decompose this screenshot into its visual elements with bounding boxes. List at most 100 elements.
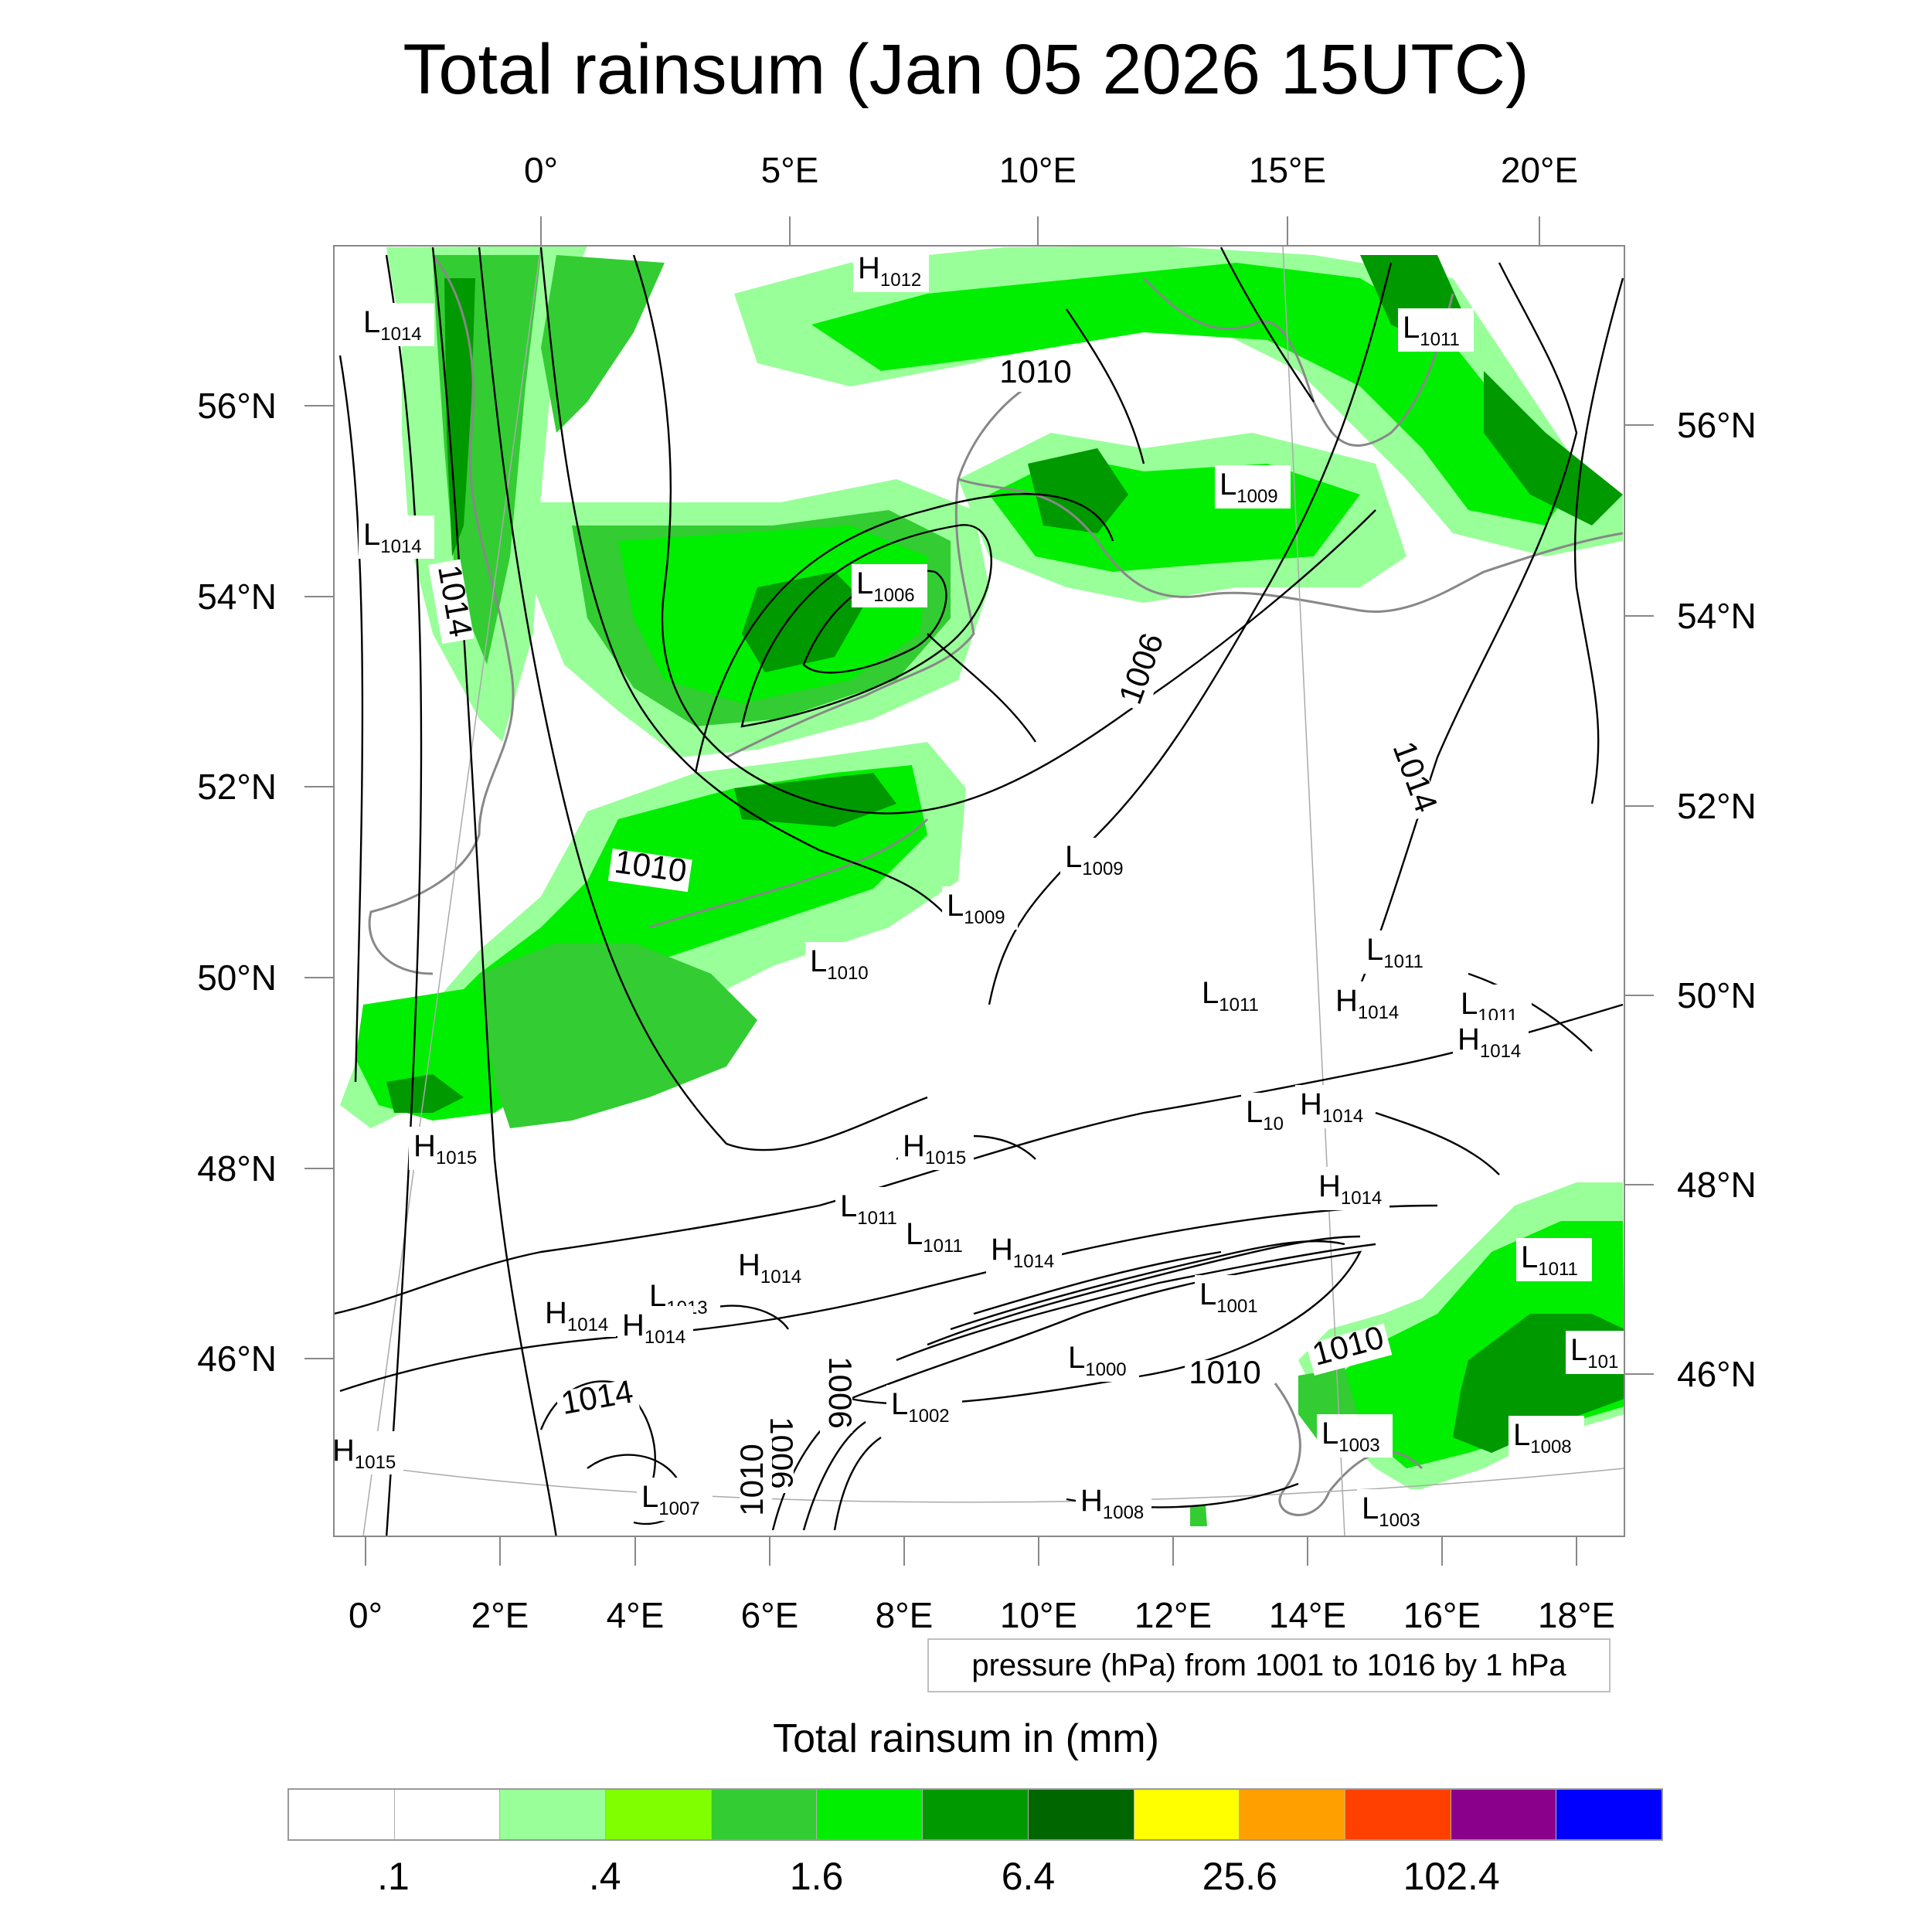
- colorbar-swatch: [1451, 1790, 1557, 1839]
- high-pressure-label: H1014: [986, 1230, 1062, 1274]
- svg-text:1006: 1006: [822, 1356, 859, 1428]
- svg-text:L1009: L1009: [1219, 468, 1278, 507]
- high-pressure-label: H1014: [733, 1246, 809, 1289]
- svg-text:L10: L10: [1246, 1095, 1284, 1134]
- low-pressure-label: L1011: [1197, 974, 1273, 1017]
- isobar-value-label: 1010: [1185, 1354, 1265, 1393]
- svg-text:L1014: L1014: [363, 305, 422, 345]
- isobar-value-label: 1010: [733, 1440, 772, 1520]
- bottom-lon-tick-label: 16°E: [1403, 1595, 1481, 1635]
- svg-text:H1014: H1014: [1300, 1087, 1363, 1127]
- high-pressure-label: H1014: [1331, 981, 1406, 1025]
- svg-text:L101: L101: [1570, 1333, 1618, 1372]
- colorbar-swatch: [1240, 1790, 1345, 1839]
- colorbar-tick-label: .1: [377, 1855, 410, 1898]
- colorbar-tick-label: 1.6: [789, 1855, 844, 1898]
- svg-text:1010: 1010: [1189, 1354, 1260, 1390]
- top-lon-tick-label: 15°E: [1249, 150, 1326, 190]
- bottom-lon-tick-label: 2°E: [471, 1595, 529, 1635]
- bottom-lon-tick-label: 8°E: [876, 1595, 934, 1635]
- svg-text:H1014: H1014: [1458, 1022, 1521, 1062]
- colorbar: [287, 1788, 1663, 1841]
- left-lat-tick-label: 54°N: [197, 577, 277, 617]
- svg-text:L1009: L1009: [947, 889, 1005, 928]
- low-pressure-label: L1009: [1215, 465, 1291, 509]
- low-pressure-label: L1014: [359, 515, 434, 559]
- low-pressure-label: L1000: [1063, 1338, 1139, 1382]
- left-lat-tick-label: 56°N: [197, 386, 277, 426]
- right-lat-tick-label: 52°N: [1677, 786, 1757, 826]
- low-pressure-label: L1007: [637, 1478, 713, 1521]
- svg-text:H1014: H1014: [991, 1233, 1054, 1272]
- high-pressure-label: H1015: [332, 1431, 403, 1475]
- low-pressure-label: L1009: [1060, 838, 1136, 881]
- plot-frame: [333, 245, 1625, 1537]
- svg-text:H1008: H1008: [1080, 1484, 1144, 1523]
- svg-text:L1011: L1011: [1403, 311, 1460, 350]
- left-lat-tick-label: 48°N: [197, 1148, 277, 1189]
- tick-marks: [304, 216, 1654, 1566]
- low-pressure-label: L10: [1241, 1093, 1294, 1136]
- colorbar-title: Total rainsum in (mm): [773, 1716, 1159, 1761]
- svg-text:L1011: L1011: [1202, 976, 1259, 1015]
- colorbar-tick-label: .4: [588, 1855, 621, 1898]
- precip-west-band-darkest: [444, 278, 475, 556]
- map-title: Total rainsum (Jan 05 2026 15UTC): [403, 30, 1529, 109]
- low-pressure-label: L1003: [1317, 1414, 1393, 1458]
- svg-text:H1014: H1014: [1335, 984, 1399, 1023]
- isobar-value-label: 1010: [607, 843, 692, 893]
- high-pressure-label: H1012: [853, 249, 929, 292]
- colorbar-swatch: [500, 1790, 607, 1839]
- svg-text:H1015: H1015: [413, 1129, 477, 1168]
- colorbar-swatch: [817, 1790, 923, 1839]
- svg-text:H1015: H1015: [903, 1129, 966, 1168]
- precip-denmark-dark: [1028, 448, 1128, 533]
- low-pressure-label: L1011: [835, 1187, 911, 1230]
- low-pressure-label: L1011: [1362, 930, 1437, 974]
- low-pressure-label: L1006: [852, 564, 927, 607]
- low-pressure-label: L1011: [1516, 1238, 1592, 1281]
- bottom-lon-tick-label: 0°: [349, 1595, 383, 1635]
- low-pressure-label: L1001: [1195, 1275, 1270, 1318]
- svg-text:L1007: L1007: [641, 1480, 700, 1519]
- left-lat-tick-label: 52°N: [197, 767, 277, 807]
- low-pressure-label: L1011: [1398, 308, 1474, 352]
- colorbar-tick-label: 102.4: [1403, 1855, 1500, 1898]
- isobar-value-label: 1014: [428, 559, 480, 645]
- graticule: [334, 246, 1624, 1536]
- low-pressure-label: L1003: [1357, 1489, 1433, 1532]
- bottom-lon-tick-label: 6°E: [741, 1595, 799, 1635]
- svg-text:H1014: H1014: [545, 1296, 608, 1335]
- low-pressure-label: L1011: [901, 1215, 977, 1258]
- svg-text:L1008: L1008: [1513, 1418, 1572, 1458]
- top-lon-tick-label: 20°E: [1501, 150, 1578, 190]
- bottom-lon-tick-label: 18°E: [1538, 1595, 1615, 1635]
- svg-text:L1009: L1009: [1065, 840, 1124, 879]
- svg-text:H1014: H1014: [738, 1248, 801, 1287]
- svg-text:L1010: L1010: [810, 944, 869, 984]
- svg-text:L1011: L1011: [1366, 933, 1423, 972]
- colorbar-swatch: [1028, 1790, 1134, 1839]
- bottom-lon-tick-label: 12°E: [1134, 1595, 1212, 1635]
- colorbar-swatch: [1556, 1790, 1662, 1839]
- top-lon-tick-label: 10°E: [999, 150, 1077, 190]
- top-lon-tick-label: 0°: [524, 150, 558, 190]
- svg-text:H1014: H1014: [622, 1308, 685, 1348]
- svg-text:H1015: H1015: [332, 1434, 396, 1473]
- high-pressure-label: H1014: [617, 1306, 693, 1349]
- left-lat-tick-label: 50°N: [197, 957, 277, 998]
- low-pressure-label: L1008: [1509, 1416, 1584, 1459]
- svg-text:L1001: L1001: [1199, 1277, 1258, 1317]
- right-lat-tick-label: 54°N: [1677, 596, 1757, 636]
- svg-text:H1012: H1012: [858, 251, 921, 291]
- colorbar-swatch: [606, 1790, 712, 1839]
- right-lat-tick-label: 56°N: [1677, 405, 1757, 445]
- precip-northsea-dark: [742, 572, 866, 672]
- svg-text:L1006: L1006: [856, 566, 915, 606]
- axis-tick-labels: 0° 5°E 10°E 15°E 20°E 0° 2°E 4°E 6°E 8°E 10°E 12°E 1…: [197, 150, 1757, 1635]
- isobar-value-label: 1006: [820, 1352, 859, 1433]
- low-pressure-label: L1010: [805, 942, 881, 985]
- high-pressure-label: H1014: [1295, 1085, 1371, 1128]
- coastlines: [368, 254, 1624, 1516]
